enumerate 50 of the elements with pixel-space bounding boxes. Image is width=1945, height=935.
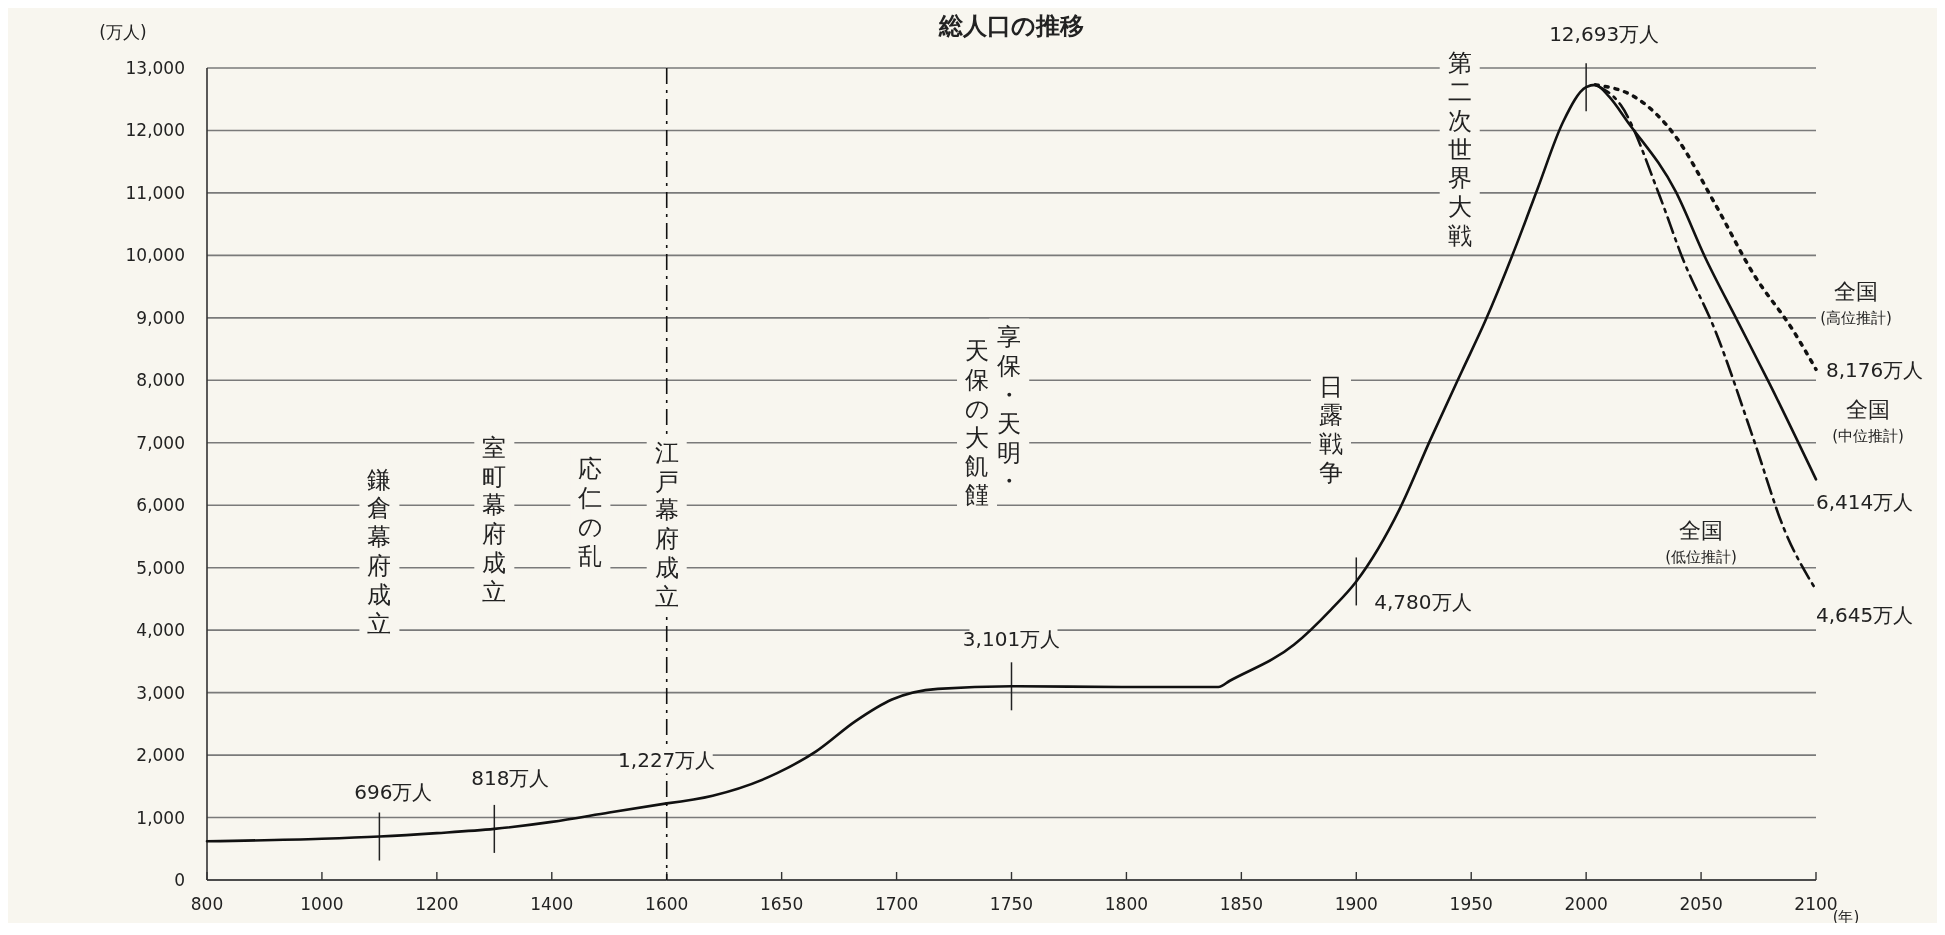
x-tick-label: 1950 [1449,894,1493,914]
y-tick-label: 0 [174,870,185,890]
y-tick-label: 9,000 [136,307,185,328]
x-tick-label: 1600 [645,894,689,914]
ref-line-label: 江戸幕府成立 [654,438,679,611]
annotation: 12,693万人 [1549,22,1660,47]
annotation: 1,227万人 [618,748,716,773]
chart-title: 総人口の推移 [938,12,1084,40]
y-tick-label: 5,000 [136,557,185,578]
y-axis-title: (万人) [99,22,147,42]
x-tick-label: 1850 [1219,894,1263,914]
y-tick-label: 11,000 [125,182,185,203]
annotation: 鎌倉幕府成立 [367,465,392,638]
y-tick-label: 4,000 [136,620,185,641]
y-tick-label: 7,000 [136,432,185,453]
annotation: 室町幕府成立 [482,433,507,606]
y-tick-label: 12,000 [125,120,185,141]
annotation: 第二次世界大戦 [1447,49,1472,250]
x-tick-label: 1900 [1334,894,1378,914]
x-tick-label: 1800 [1104,894,1149,914]
x-tick-label: 1400 [530,894,574,914]
annotation: 天保の大飢饉 [964,337,990,510]
y-tick-label: 8,000 [136,370,185,391]
series-label: 全国 (低位推計) [1665,517,1737,566]
annotation: 享保・天明・ [997,323,1022,496]
annotation: 8,176万人 [1826,358,1924,383]
y-tick-label: 10,000 [125,245,185,266]
x-tick-label: 1650 [760,894,804,914]
y-tick-label: 3,000 [136,682,185,703]
annotation: 3,101万人 [962,627,1061,652]
x-tick-label: 1200 [415,894,459,914]
annotation: 日露戦争 [1319,372,1343,487]
x-tick-label: 800 [190,894,224,914]
x-tick-label: 1000 [300,894,344,914]
annotation: 818万人 [471,765,550,790]
series-label: 全国 (中位推計) [1832,397,1904,446]
x-tick-label: 1750 [989,894,1034,914]
x-tick-label: 2000 [1564,894,1608,914]
annotation: 6,414万人 [1816,490,1914,515]
annotation: 応仁の乱 [577,455,603,570]
y-tick-label: 13,000 [125,58,185,78]
y-tick-label: 6,000 [136,495,185,516]
series-label: 全国 (高位推計) [1820,279,1892,328]
annotation: 4,780万人 [1374,590,1472,615]
annotation: 4,645万人 [1816,602,1914,627]
y-tick-label: 2,000 [136,745,185,766]
x-tick-label: 2050 [1679,894,1723,914]
y-tick-label: 1,000 [136,807,185,828]
annotation: 696万人 [354,779,433,804]
x-tick-label: 1700 [874,894,919,914]
